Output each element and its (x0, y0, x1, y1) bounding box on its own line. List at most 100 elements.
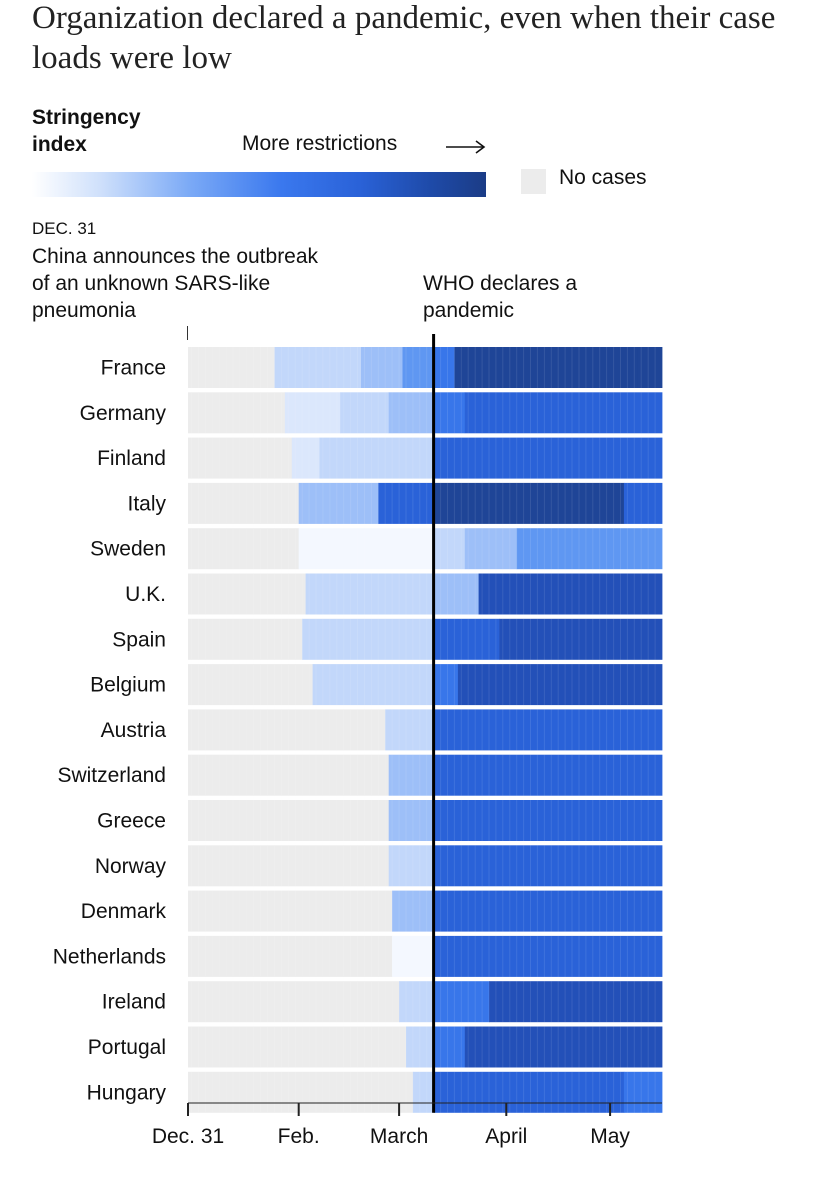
heatmap-cell (454, 347, 535, 388)
heatmap-cell (392, 935, 434, 977)
heatmap-cell (188, 800, 390, 841)
country-label: Finland (97, 447, 166, 470)
heatmap-cell (534, 347, 639, 388)
heatmap-cell (188, 664, 313, 706)
heatmap-cell (188, 392, 286, 434)
heatmap-cell (188, 935, 393, 977)
heatmap-cell (433, 935, 663, 977)
heatmap-cell (433, 1071, 625, 1113)
heatmap-cell (188, 573, 306, 615)
heatmap-cell (388, 800, 435, 841)
x-tick-label: Dec. 31 (152, 1125, 224, 1148)
heatmap-cell (406, 1026, 435, 1068)
heatmap-cell (433, 664, 459, 706)
annotation-china-announcement: China announces the outbreak of an unkno… (32, 245, 319, 322)
country-label: France (101, 357, 166, 380)
heatmap-cell (392, 890, 434, 932)
heatmap-cell (623, 482, 663, 524)
heatmap-cell (316, 347, 362, 388)
heatmap-cell (188, 1026, 407, 1068)
heatmap-cell (188, 347, 275, 388)
country-label: Italy (127, 492, 166, 515)
x-tick-label: May (590, 1125, 630, 1148)
country-label: Switzerland (57, 764, 166, 787)
country-label: Austria (101, 719, 167, 742)
country-label: Belgium (90, 674, 166, 697)
heatmap-cell (464, 392, 663, 434)
heatmap-cell (284, 392, 341, 434)
heatmap-cell (188, 754, 390, 796)
country-label: Denmark (81, 900, 167, 923)
x-tick-label: April (485, 1125, 527, 1148)
heatmap-cell (388, 392, 435, 434)
heatmap-cell (433, 528, 466, 570)
heatmap-cell (433, 437, 663, 479)
heatmap-cell (412, 1071, 435, 1113)
heatmap-cell (188, 528, 300, 570)
heatmap-cell (298, 528, 434, 570)
heatmap-cell (402, 347, 434, 388)
heatmap-cell (188, 709, 386, 751)
country-label: Portugal (88, 1036, 166, 1059)
heatmap-cell (489, 981, 663, 1023)
heatmap-cell (433, 573, 479, 615)
arrow-right-icon (446, 140, 486, 154)
country-label: Sweden (90, 538, 166, 561)
heatmap-cell (464, 1026, 663, 1068)
country-label: Greece (97, 810, 166, 833)
x-tick-label: Feb. (278, 1125, 320, 1148)
heatmap-cell (188, 1071, 414, 1113)
country-label: U.K. (125, 583, 166, 606)
heatmap-cell (188, 618, 303, 660)
heatmap-cell (319, 437, 435, 479)
heatmap-cell (464, 528, 518, 570)
heatmap-cell (378, 482, 435, 524)
heatmap-cell (433, 1026, 466, 1068)
heatmap-cell (388, 754, 435, 796)
heatmap-cell (291, 437, 320, 479)
heatmap-cell (433, 392, 466, 434)
heatmap-cell (433, 890, 663, 932)
heatmap-cell (399, 981, 435, 1023)
heatmap-cell (516, 528, 663, 570)
heatmap-cell (388, 845, 435, 887)
heatmap-cell (188, 437, 293, 479)
heatmap-cell (312, 664, 435, 706)
annotation-dec31-tick (187, 326, 188, 340)
heatmap-cell (433, 482, 625, 524)
annotation-who-pandemic: WHO declares a pandemic (423, 272, 578, 322)
heatmap-cell (433, 709, 663, 751)
heatmap-cell (623, 1071, 663, 1113)
legend-no-cases-label: No cases (559, 166, 647, 189)
heatmap-cell (433, 845, 663, 887)
heatmap-cell (188, 482, 300, 524)
heatmap-cell (188, 981, 400, 1023)
country-label: Ireland (102, 991, 166, 1014)
heatmap-cell (457, 664, 663, 706)
heatmap-cell (340, 392, 389, 434)
country-label: Spain (112, 628, 166, 651)
heatmap-cell (361, 347, 403, 388)
heatmap-cell (433, 618, 500, 660)
heatmap-cell (188, 890, 393, 932)
heatmap-cell (433, 981, 490, 1023)
heatmap-cell (305, 573, 434, 615)
heatmap-cell (433, 800, 663, 841)
heatmap-cell (433, 347, 455, 388)
heatmap-cell (499, 618, 663, 660)
country-label: Netherlands (53, 945, 166, 968)
heatmap-cell (188, 845, 390, 887)
heatmap-cell (637, 347, 663, 388)
legend-no-cases-swatch (521, 169, 546, 194)
country-label: Norway (95, 855, 167, 878)
x-tick-label: March (370, 1125, 428, 1148)
heatmap-cell (433, 754, 663, 796)
chart-title: Organization declared a pandemic, even w… (32, 0, 776, 76)
legend-title: Stringency index (32, 106, 141, 156)
heatmap-cell (478, 573, 663, 615)
country-label: Germany (80, 402, 167, 425)
heatmap-cell (298, 482, 379, 524)
annotation-dec31-date: DEC. 31 (32, 219, 97, 238)
legend-more-restrictions: More restrictions (242, 132, 398, 155)
